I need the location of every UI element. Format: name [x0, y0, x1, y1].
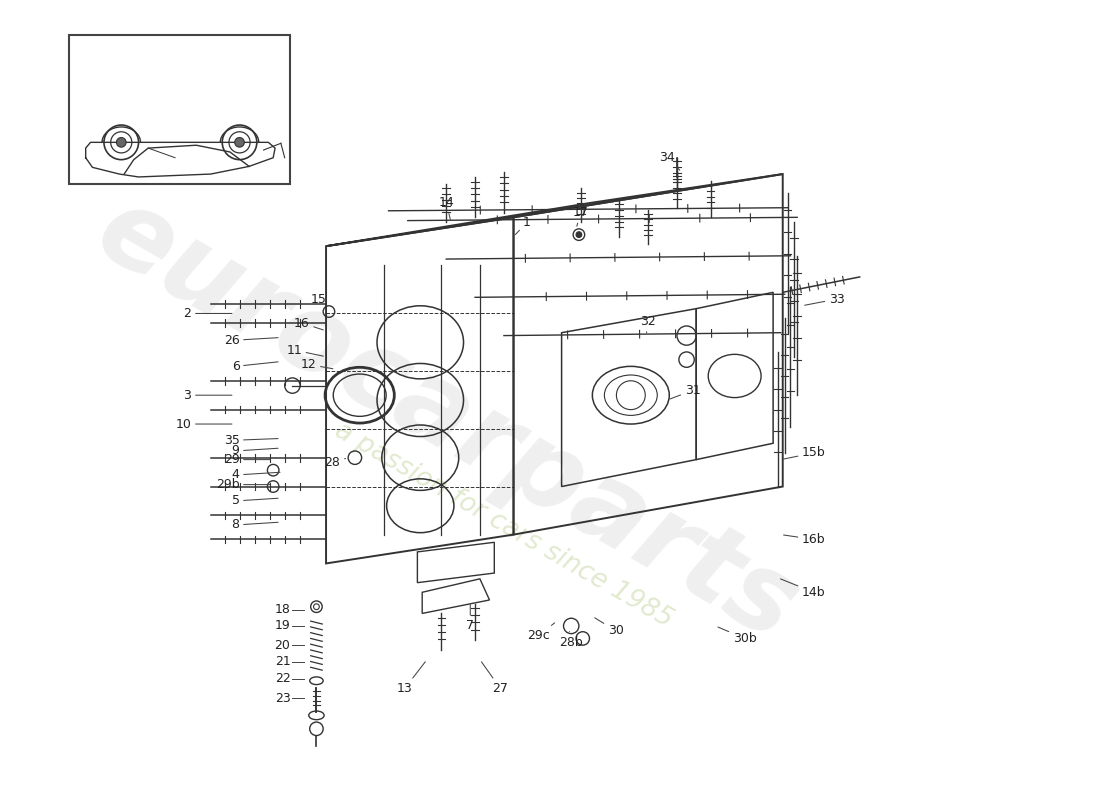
Text: 23: 23	[275, 691, 290, 705]
Text: 5: 5	[231, 494, 278, 507]
Text: 29c: 29c	[527, 623, 554, 642]
Text: 14: 14	[439, 197, 454, 219]
Text: 6: 6	[232, 360, 278, 373]
Text: 11: 11	[286, 343, 323, 357]
Bar	[69, 34, 290, 184]
Text: 28b: 28b	[559, 631, 583, 649]
Text: 30: 30	[595, 618, 624, 638]
Text: 33: 33	[805, 293, 845, 306]
Text: 4: 4	[232, 469, 280, 482]
Text: 26: 26	[223, 334, 278, 347]
Circle shape	[576, 232, 582, 238]
Text: 30b: 30b	[718, 627, 757, 645]
Text: 27: 27	[482, 662, 508, 695]
Text: 8: 8	[231, 518, 278, 531]
Text: 12: 12	[300, 358, 333, 371]
Text: 3: 3	[184, 389, 232, 402]
Text: 28: 28	[324, 456, 345, 469]
Text: 29b: 29b	[216, 478, 271, 491]
Text: eurocarparts: eurocarparts	[78, 176, 815, 662]
Text: 14b: 14b	[781, 579, 826, 598]
Text: a passion for cars since 1985: a passion for cars since 1985	[330, 418, 678, 633]
Text: 1: 1	[516, 216, 531, 234]
Text: 31: 31	[670, 384, 701, 399]
Text: 34: 34	[660, 151, 680, 170]
Text: 21: 21	[275, 655, 290, 668]
Text: 7: 7	[466, 605, 474, 633]
Text: 20: 20	[275, 638, 290, 652]
Text: 2: 2	[184, 307, 232, 320]
Text: 32: 32	[640, 314, 656, 333]
Text: 35: 35	[223, 434, 278, 447]
Circle shape	[234, 138, 244, 147]
Text: 18: 18	[275, 603, 290, 616]
Text: 16b: 16b	[783, 533, 826, 546]
Text: 19: 19	[275, 619, 290, 633]
Text: 17: 17	[573, 206, 588, 226]
Text: 16: 16	[294, 317, 323, 330]
Text: 10: 10	[176, 418, 232, 430]
Circle shape	[117, 138, 126, 147]
Text: 9: 9	[232, 445, 278, 458]
Text: 15: 15	[310, 293, 326, 309]
Text: 13: 13	[397, 662, 426, 695]
Text: 29: 29	[223, 453, 271, 466]
Text: 22: 22	[275, 672, 290, 686]
Text: 15b: 15b	[783, 446, 826, 459]
